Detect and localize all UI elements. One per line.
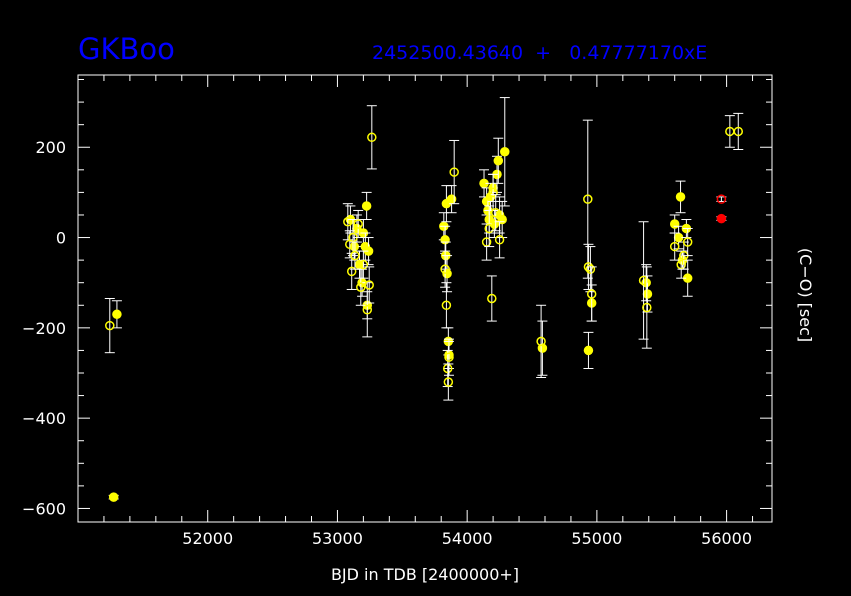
data-point-filled — [349, 241, 360, 252]
data-point-filled — [446, 194, 457, 204]
chart-title: GKBoo — [78, 32, 175, 66]
x-tick-label: 53000 — [312, 529, 363, 548]
data-point-open — [494, 235, 505, 245]
y-tick-label: −600 — [22, 499, 66, 518]
data-point-filled — [493, 156, 504, 166]
data-point-filled — [675, 192, 686, 202]
axis-ticks: 52000 53000 54000 55000 56000 200 0 −200 −400 −60… — [22, 75, 772, 548]
data-point-open — [642, 302, 652, 313]
plot-frame — [77, 74, 773, 523]
data-point-open — [682, 237, 693, 247]
data-point-filled — [108, 492, 119, 502]
data-point-open — [350, 250, 360, 261]
data-point-filled — [361, 201, 372, 211]
x-axis-label: BJD in TDB [2400000+] — [331, 565, 519, 584]
data-point-open — [716, 194, 727, 204]
data-point-open — [364, 280, 374, 290]
data-point-filled — [669, 219, 680, 229]
data-point-open — [362, 305, 373, 315]
x-tick-label: 56000 — [701, 529, 752, 548]
data-point-filled — [583, 345, 594, 356]
data-point-open — [488, 187, 498, 198]
data-point-open — [443, 377, 454, 387]
data-point-open — [442, 363, 453, 374]
y-tick-label: −200 — [22, 319, 66, 338]
data-point-open — [583, 194, 593, 204]
data-point-open — [346, 266, 357, 277]
data-point-open — [487, 293, 497, 304]
data-point-open — [490, 207, 501, 218]
data-point-open — [669, 241, 680, 252]
data-point-open — [638, 275, 649, 286]
data-point-open — [676, 259, 686, 270]
data-point-open — [444, 352, 454, 362]
data-point-open — [733, 126, 744, 137]
data-point-open — [481, 237, 492, 247]
data-point-open — [343, 216, 353, 227]
data-point-open — [105, 320, 115, 331]
data-point-open — [585, 264, 596, 274]
data-points — [104, 97, 744, 502]
data-point-open — [586, 289, 597, 299]
data-point-open — [358, 259, 369, 270]
data-point-open — [356, 282, 366, 292]
data-point-filled — [500, 147, 510, 157]
data-point-filled — [112, 309, 122, 320]
data-point-open — [367, 132, 377, 143]
x-tick-label: 54000 — [442, 529, 493, 548]
x-tick-label: 52000 — [182, 529, 233, 548]
data-point-open — [484, 223, 494, 234]
data-point-open — [440, 264, 450, 274]
data-point-open — [353, 219, 363, 229]
y-tick-label: 200 — [35, 138, 66, 157]
data-point-filled — [716, 213, 727, 224]
data-point-filled — [537, 343, 548, 353]
data-point-filled — [642, 289, 653, 299]
y-tick-label: 0 — [56, 229, 66, 248]
y-axis-label: (C−O) [sec] — [796, 248, 815, 342]
data-point-open — [536, 336, 546, 347]
data-point-filled — [440, 235, 450, 245]
x-tick-label: 55000 — [571, 529, 622, 548]
data-point-open — [441, 300, 452, 311]
data-point-open — [449, 167, 459, 177]
y-tick-label: −400 — [22, 409, 66, 428]
ephemeris-label: 2452500.43640 + 0.47777170xE — [372, 42, 707, 64]
